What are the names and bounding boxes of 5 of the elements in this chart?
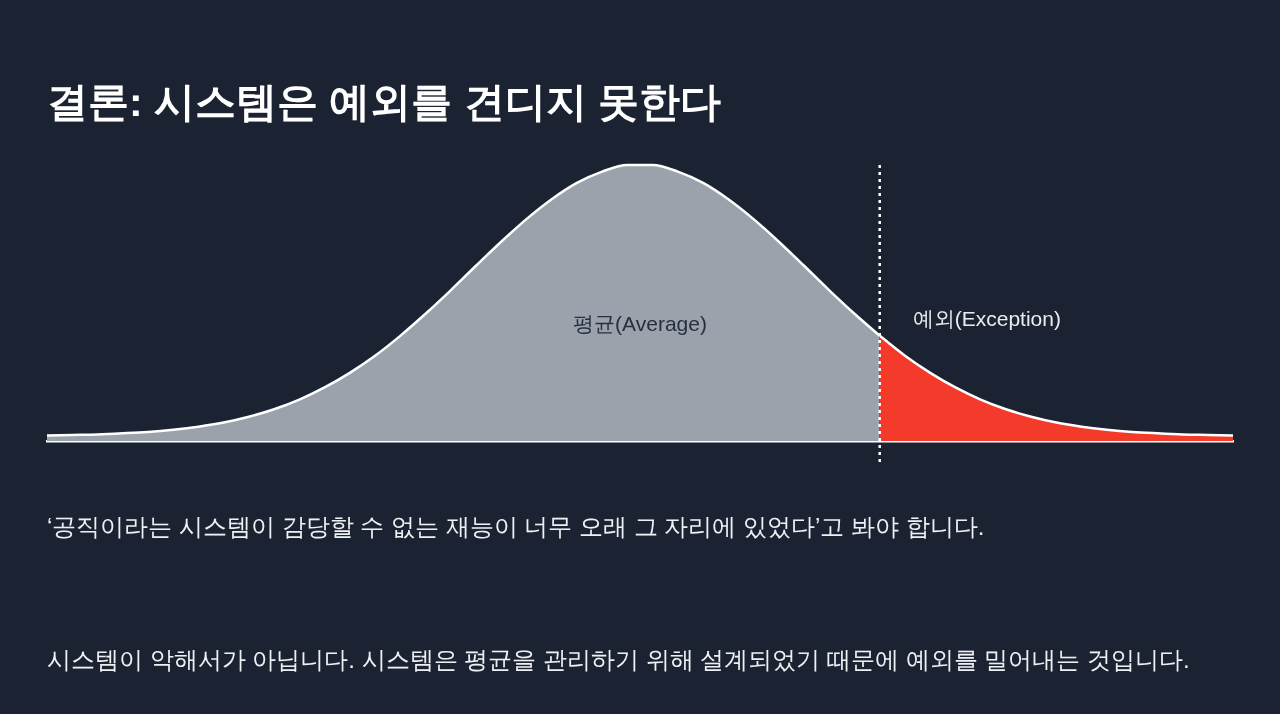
text: ‘공직이라는 시스템이 감당할 수 없는 재능이 너무 오래 그 자리에 있었다’고 봐야 합니다. — [47, 512, 986, 542]
series-label: 예외(Exception) — [912, 306, 1061, 330]
chart-title: 결론: 시스템은 예외를 견디지 못한다 — [47, 78, 722, 127]
series-label: 평균(Average) — [573, 311, 707, 335]
text: 시스템이 악해서가 아닙니다. 시스템은 평균을 관리하기 위해 설계되었기 때문에 예외를 밀어내는 것입니다. — [47, 645, 1191, 675]
